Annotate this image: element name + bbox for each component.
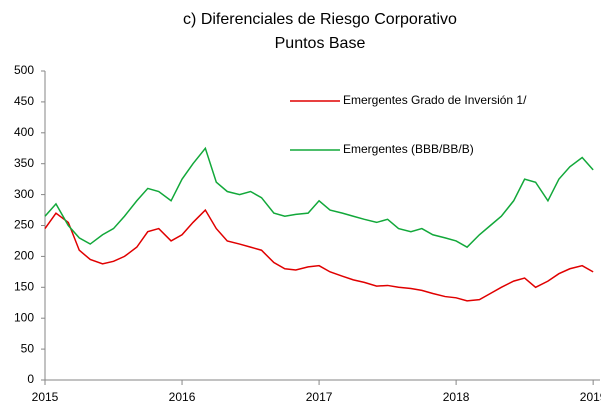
series-line bbox=[44, 146, 594, 249]
y-tick-label: 500 bbox=[14, 63, 34, 77]
y-tick-label: 300 bbox=[14, 187, 34, 201]
chart-title: c) Diferenciales de Riesgo Corporativo bbox=[183, 11, 457, 28]
x-tick-label: 2019 bbox=[580, 390, 601, 404]
series-line bbox=[44, 208, 594, 302]
legend-label: Emergentes Grado de Inversión 1/ bbox=[343, 93, 527, 107]
y-tick-label: 0 bbox=[27, 372, 34, 386]
x-tick-label: 2017 bbox=[306, 390, 333, 404]
y-tick-label: 400 bbox=[14, 125, 34, 139]
x-tick-label: 2015 bbox=[32, 390, 59, 404]
y-tick-label: 100 bbox=[14, 310, 34, 324]
y-tick-label: 50 bbox=[21, 341, 35, 355]
y-tick-label: 250 bbox=[14, 218, 34, 232]
y-tick-label: 200 bbox=[14, 249, 34, 263]
y-tick-label: 150 bbox=[14, 279, 34, 293]
chart-subtitle: Puntos Base bbox=[275, 35, 366, 52]
y-tick-label: 350 bbox=[14, 156, 34, 170]
legend-label: Emergentes (BBB/BB/B) bbox=[343, 142, 474, 156]
x-tick-label: 2016 bbox=[169, 390, 196, 404]
y-tick-label: 450 bbox=[14, 94, 34, 108]
x-tick-label: 2018 bbox=[443, 390, 470, 404]
